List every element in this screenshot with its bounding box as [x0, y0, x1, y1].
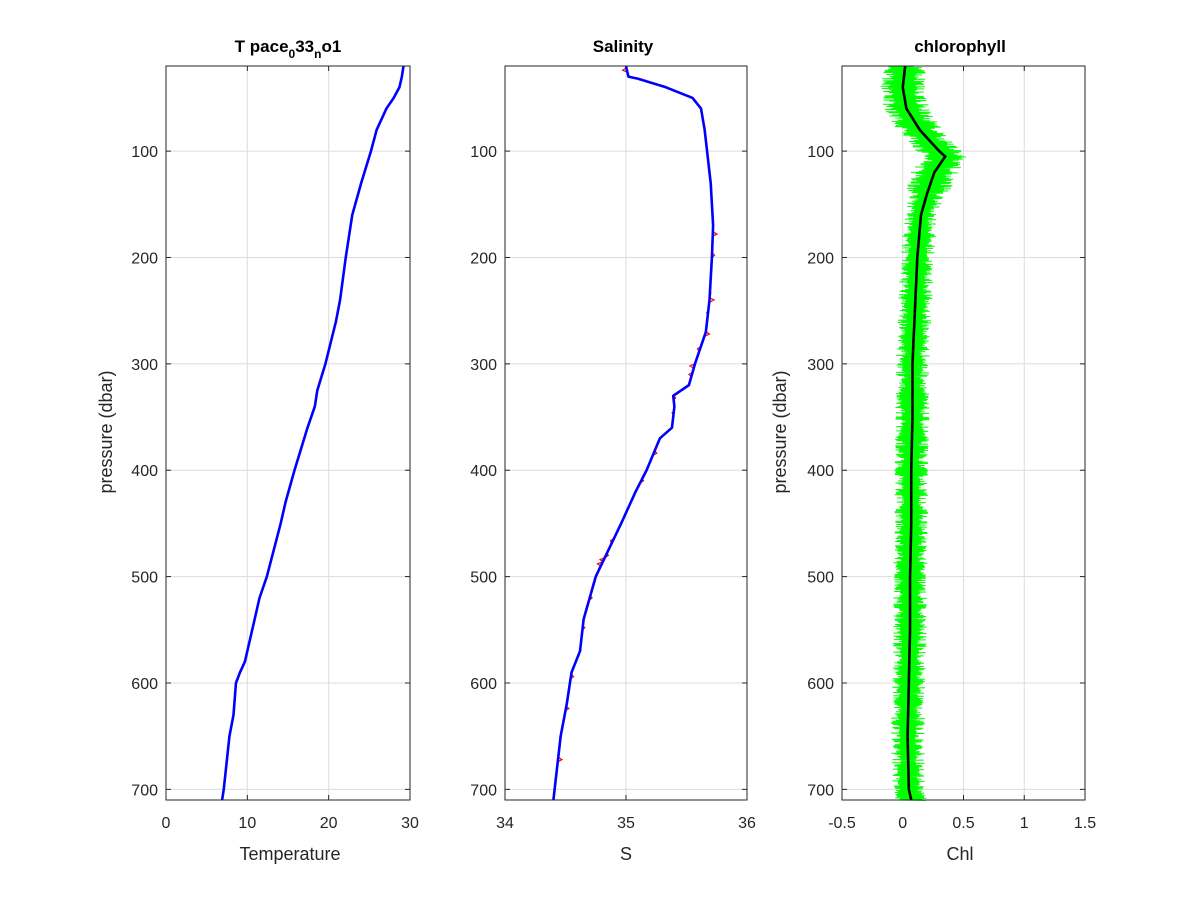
temperature-ytick-label: 300	[131, 357, 158, 374]
chlorophyll-axes-box	[841, 65, 1086, 801]
chlorophyll-xtick-label: -0.5	[828, 815, 856, 832]
salinity-panel: Salinity S 34 35 36 100 200 300 400 500 600 700	[470, 37, 756, 864]
temperature-xtick-label: 0	[162, 815, 171, 832]
salinity-ytick-label: 100	[470, 144, 497, 161]
chlorophyll-ytick-label: 500	[807, 570, 834, 587]
temperature-ytick-label: 100	[131, 144, 158, 161]
salinity-ytick-label: 500	[470, 570, 497, 587]
salinity-xlabel: S	[620, 844, 632, 864]
salinity-ytick-label: 300	[470, 357, 497, 374]
temperature-ytick-label: 500	[131, 570, 158, 587]
chlorophyll-ytick-label: 600	[807, 676, 834, 693]
temperature-ytick-label: 700	[131, 782, 158, 799]
chlorophyll-title: chlorophyll	[914, 37, 1006, 56]
temperature-panel: T pace033no1 Temperature pressure (dbar)…	[96, 37, 419, 864]
temperature-ytick-label: 600	[131, 676, 158, 693]
chlorophyll-ytick-label: 700	[807, 782, 834, 799]
salinity-ytick-label: 400	[470, 463, 497, 480]
temperature-xtick-label: 10	[238, 815, 256, 832]
salinity-ytick-label: 200	[470, 250, 497, 267]
salinity-axes-box	[504, 65, 748, 801]
salinity-xtick-label: 35	[617, 815, 635, 832]
chlorophyll-xtick-label: 0.5	[952, 815, 974, 832]
temperature-profile-line	[220, 65, 405, 801]
salinity-ytick-label: 600	[470, 676, 497, 693]
salinity-profile-line	[552, 65, 715, 801]
chlorophyll-xtick-label: 1	[1020, 815, 1029, 832]
chlorophyll-xlabel: Chl	[946, 844, 973, 864]
temperature-title: T pace033no1	[235, 37, 342, 61]
temperature-ylabel: pressure (dbar)	[96, 370, 116, 493]
temperature-axes-box	[165, 65, 411, 801]
chlorophyll-ytick-label: 200	[807, 250, 834, 267]
temperature-xlabel: Temperature	[239, 844, 340, 864]
temperature-xtick-label: 30	[401, 815, 419, 832]
chlorophyll-ytick-label: 300	[807, 357, 834, 374]
chlorophyll-profile-line	[901, 65, 947, 801]
temperature-plot-area	[166, 66, 410, 800]
chlorophyll-xtick-label: 1.5	[1074, 815, 1096, 832]
temperature-xtick-label: 20	[320, 815, 338, 832]
chlorophyll-panel: chlorophyll Chl pressure (dbar) -0.5 0 0.5…	[770, 37, 1096, 864]
salinity-title: Salinity	[593, 37, 654, 56]
chlorophyll-xtick-label: 0	[898, 815, 907, 832]
salinity-ytick-label: 700	[470, 782, 497, 799]
chlorophyll-ytick-label: 400	[807, 463, 834, 480]
temperature-ytick-label: 200	[131, 250, 158, 267]
temperature-ytick-label: 400	[131, 463, 158, 480]
chlorophyll-ytick-label: 100	[807, 144, 834, 161]
chlorophyll-ylabel: pressure (dbar)	[770, 370, 790, 493]
salinity-xtick-label: 36	[738, 815, 756, 832]
salinity-xtick-label: 34	[496, 815, 514, 832]
